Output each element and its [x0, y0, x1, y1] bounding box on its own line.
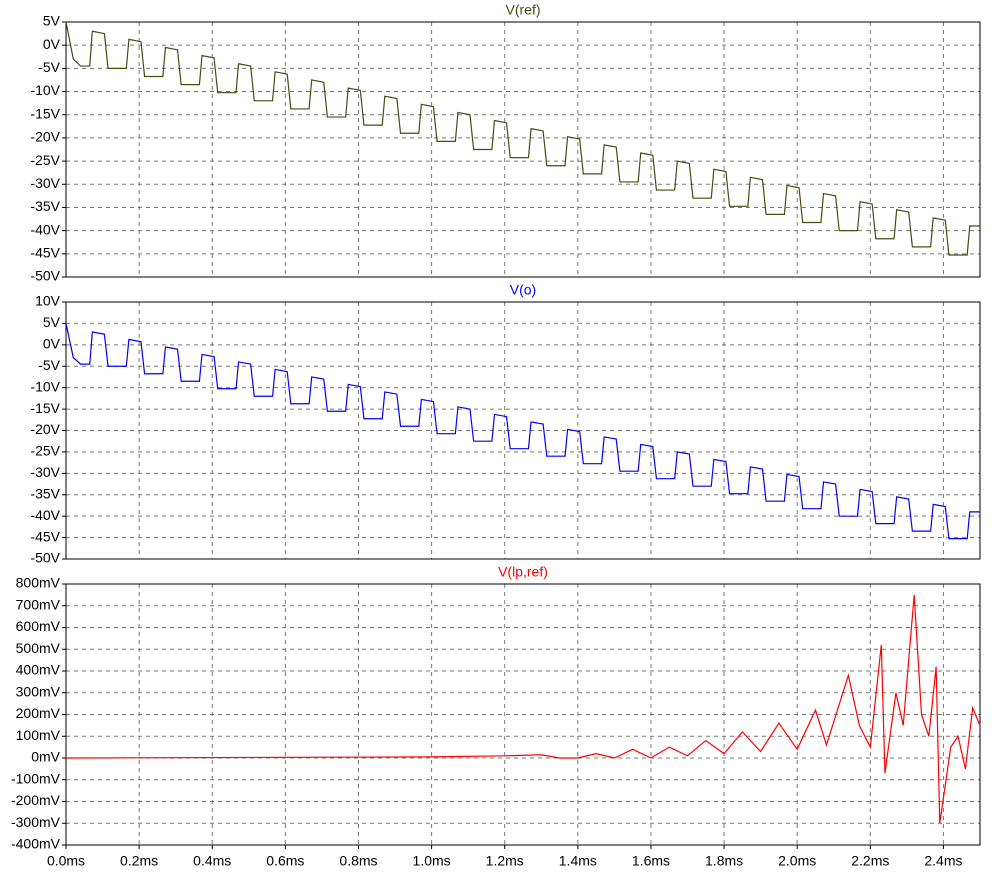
y-tick-label: -40V — [30, 221, 60, 237]
y-tick-label: 10V — [35, 293, 61, 309]
y-tick-label: 0V — [43, 336, 61, 352]
y-tick-label: -300mV — [11, 814, 61, 830]
plot-frame — [65, 301, 981, 560]
x-tick-label: 2.0ms — [778, 853, 816, 869]
y-tick-label: -15V — [30, 400, 60, 416]
x-tick-label: 1.4ms — [559, 853, 597, 869]
x-tick-label: 1.6ms — [632, 853, 670, 869]
x-tick-label: 2.2ms — [851, 853, 889, 869]
y-tick-label: -45V — [30, 245, 60, 261]
y-tick-label: -40V — [30, 507, 60, 523]
x-tick-label: 1.2ms — [486, 853, 524, 869]
y-tick-label: 200mV — [16, 705, 61, 721]
trace — [65, 594, 981, 824]
y-tick-label: -100mV — [11, 770, 61, 786]
y-tick-label: -25V — [30, 152, 60, 168]
y-tick-label: -10V — [30, 378, 60, 394]
y-tick-label: -25V — [30, 443, 60, 459]
y-tick-label: -30V — [30, 175, 60, 191]
y-tick-label: -35V — [30, 198, 60, 214]
y-tick-label: 600mV — [16, 618, 61, 634]
y-tick-label: 5V — [43, 314, 61, 330]
y-tick-label: -10V — [30, 82, 60, 98]
y-tick-label: 500mV — [16, 640, 61, 656]
y-tick-label: -5V — [38, 59, 60, 75]
y-tick-label: 800mV — [16, 575, 61, 591]
plot-frame — [65, 583, 981, 846]
plot-frame — [65, 21, 981, 278]
chart-title: V(lp,ref) — [498, 564, 548, 580]
y-tick-label: -35V — [30, 485, 60, 501]
y-tick-label: 0mV — [31, 749, 60, 765]
y-tick-label: -15V — [30, 105, 60, 121]
y-tick-label: 5V — [43, 13, 61, 29]
y-tick-label: -45V — [30, 528, 60, 544]
y-tick-label: 0V — [43, 36, 61, 52]
chart-title: V(o) — [510, 282, 536, 298]
y-tick-label: -20V — [30, 421, 60, 437]
x-tick-label: 2.4ms — [924, 853, 962, 869]
x-tick-label: 0.8ms — [339, 853, 377, 869]
y-tick-label: -30V — [30, 464, 60, 480]
x-tick-label: 0.2ms — [120, 853, 158, 869]
y-tick-label: 400mV — [16, 662, 61, 678]
y-tick-label: -400mV — [11, 836, 61, 852]
y-tick-label: 300mV — [16, 683, 61, 699]
y-tick-label: -200mV — [11, 792, 61, 808]
y-tick-label: -20V — [30, 129, 60, 145]
chart-title: V(ref) — [506, 2, 541, 18]
y-tick-label: -5V — [38, 357, 60, 373]
trace — [65, 21, 980, 256]
y-tick-label: 700mV — [16, 596, 61, 612]
y-tick-label: 100mV — [16, 727, 61, 743]
y-tick-label: -50V — [30, 268, 60, 284]
x-tick-label: 0.4ms — [193, 853, 231, 869]
y-tick-label: -50V — [30, 550, 60, 566]
x-tick-label: 0.6ms — [266, 853, 304, 869]
x-tick-label: 1.0ms — [413, 853, 451, 869]
x-tick-label: 0.0ms — [47, 853, 85, 869]
x-tick-label: 1.8ms — [705, 853, 743, 869]
trace — [65, 323, 980, 540]
